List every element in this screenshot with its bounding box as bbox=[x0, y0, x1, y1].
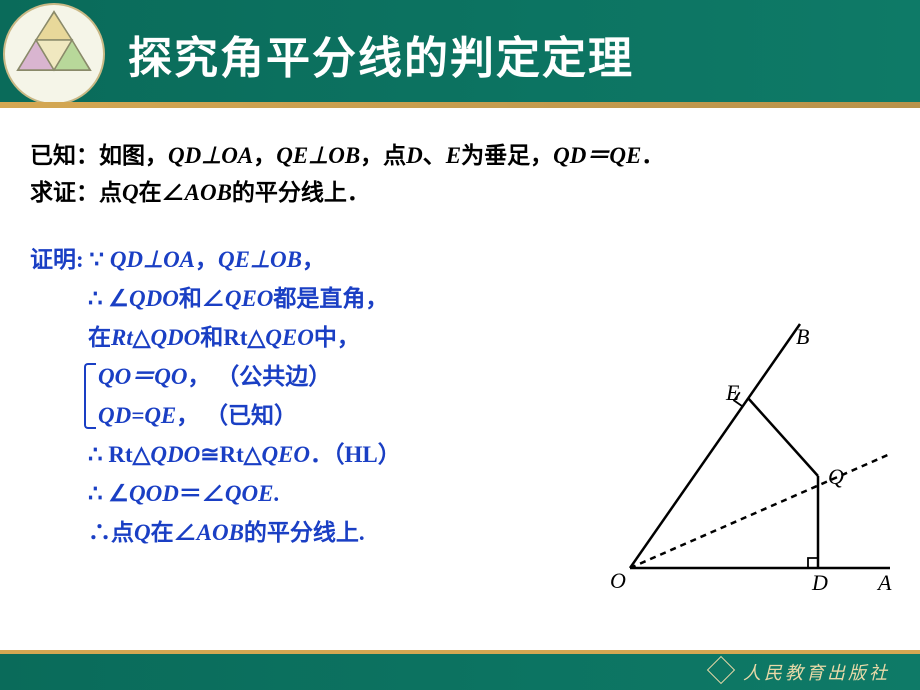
text: ， bbox=[302, 247, 325, 272]
text: ，点 bbox=[360, 143, 406, 168]
publisher-name: 人民教育出版社 bbox=[743, 659, 890, 685]
sym: ≅ bbox=[200, 442, 219, 467]
text: ． bbox=[641, 143, 664, 168]
slide-content: 已知：如图，QD⊥OA，QE⊥OB，点D、E为垂足，QD＝QE． 求证：点Q在∠… bbox=[0, 108, 920, 572]
svg-text:Q: Q bbox=[828, 464, 844, 489]
svg-text:B: B bbox=[796, 324, 809, 349]
math-expr: QDO bbox=[150, 442, 200, 467]
math-var: E bbox=[446, 143, 461, 168]
text: . bbox=[273, 481, 279, 506]
math-expr: QDO bbox=[129, 286, 179, 311]
slide-title: 探究角平分线的判定定理 bbox=[128, 22, 634, 86]
math-expr: QE⊥OB bbox=[218, 247, 302, 272]
proof-line: ∴ ∠QDO和∠QEO都是直角， bbox=[88, 279, 890, 318]
math-expr: QO＝QO bbox=[98, 364, 187, 389]
text: 求证：点 bbox=[30, 180, 122, 205]
text: ， （公共边） bbox=[187, 364, 331, 389]
svg-text:A: A bbox=[876, 570, 892, 595]
math-expr: QD＝QE bbox=[553, 143, 641, 168]
text: 、 bbox=[423, 143, 446, 168]
text: ， （已知） bbox=[176, 403, 297, 428]
text: 在 bbox=[88, 325, 111, 350]
proof-line: ∵ QD⊥OA，QE⊥OB， bbox=[89, 247, 325, 272]
svg-text:E: E bbox=[725, 380, 740, 405]
math-expr: QE⊥OB bbox=[276, 143, 360, 168]
math-var: Q bbox=[134, 520, 151, 545]
text: ＝∠ bbox=[179, 481, 225, 506]
math-expr: QEO bbox=[265, 325, 314, 350]
text: ， bbox=[253, 143, 276, 168]
text: 和∠ bbox=[179, 286, 225, 311]
math-var: AOB bbox=[197, 520, 244, 545]
text: 都是直角， bbox=[273, 286, 388, 311]
geometry-diagram: O A B D E Q bbox=[600, 318, 900, 598]
text: 中， bbox=[314, 325, 360, 350]
math-expr: QOE bbox=[225, 481, 274, 506]
text: 和Rt△ bbox=[200, 325, 265, 350]
text: 的平分线上． bbox=[232, 180, 370, 205]
text: 的平分线上. bbox=[244, 520, 365, 545]
math-var: D bbox=[406, 143, 423, 168]
slide-header: 探究角平分线的判定定理 bbox=[0, 0, 920, 108]
sym: ∴ Rt△ bbox=[88, 442, 150, 467]
text: 在∠ bbox=[139, 180, 185, 205]
sym: ∴ ∠ bbox=[88, 481, 129, 506]
slide-footer: 人民教育出版社 bbox=[0, 650, 920, 690]
math-expr: QEO bbox=[261, 442, 310, 467]
text: 在∠ bbox=[151, 520, 197, 545]
svg-text:D: D bbox=[811, 570, 828, 595]
sym: ∴点 bbox=[88, 520, 134, 545]
sym: ∴ ∠ bbox=[88, 286, 129, 311]
given-statement: 已知：如图，QD⊥OA，QE⊥OB，点D、E为垂足，QD＝QE． 求证：点Q在∠… bbox=[30, 138, 890, 212]
proof-label: 证明: bbox=[30, 247, 84, 272]
text: 已知：如图， bbox=[30, 143, 168, 168]
math-expr: QOD bbox=[129, 481, 179, 506]
sym: △ bbox=[133, 325, 151, 350]
math-var: Q bbox=[122, 180, 139, 205]
text: ．（HL） bbox=[310, 442, 401, 467]
publisher-icon bbox=[707, 656, 735, 684]
text: ， bbox=[195, 247, 218, 272]
math-expr: QEO bbox=[225, 286, 274, 311]
text: 为垂足， bbox=[461, 143, 553, 168]
sym: ∵ bbox=[89, 247, 109, 272]
svg-text:O: O bbox=[610, 568, 626, 593]
math-expr: QDO bbox=[150, 325, 200, 350]
text: Rt△ bbox=[219, 442, 261, 467]
math-expr: QD=QE bbox=[98, 403, 176, 428]
logo-icon bbox=[0, 0, 108, 108]
math-expr: QD⊥OA bbox=[168, 143, 253, 168]
math-var: AOB bbox=[185, 180, 232, 205]
math-var: Rt bbox=[111, 325, 133, 350]
math-expr: QD⊥OA bbox=[110, 247, 195, 272]
